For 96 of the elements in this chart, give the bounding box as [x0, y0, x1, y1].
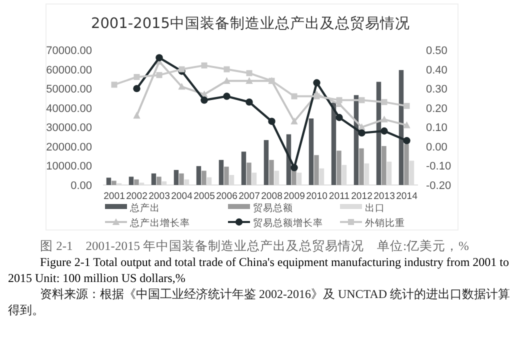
- point: [224, 66, 230, 72]
- x-tick-label: 2009: [284, 191, 305, 202]
- point: [201, 62, 208, 68]
- point: [358, 129, 366, 137]
- chart-title: 2001-2015中国装备制造业总产出及总贸易情况: [90, 15, 410, 32]
- point: [268, 118, 276, 125]
- point: [246, 70, 252, 76]
- legend-label: 贸易总额增长率: [253, 217, 323, 229]
- point: [178, 82, 186, 90]
- legend-label: 总产出增长率: [129, 217, 190, 229]
- legend-label: 贸易总额: [253, 202, 293, 214]
- bar: [179, 173, 184, 185]
- y-tick-label: 60000.00: [46, 64, 92, 76]
- x-tick-label: 2003: [148, 191, 170, 202]
- x-tick-label: 2013: [374, 191, 395, 202]
- bar: [128, 176, 134, 185]
- bar: [151, 173, 156, 185]
- x-tick-label: 2005: [194, 191, 215, 202]
- bar: [174, 170, 179, 185]
- y2-tick-label: -0.10: [426, 160, 452, 173]
- point: [200, 96, 208, 104]
- x-tick-label: 2011: [328, 191, 350, 202]
- point: [223, 77, 230, 84]
- point: [403, 137, 410, 144]
- y-tick-label: 0.00: [70, 180, 92, 192]
- point: [156, 72, 162, 78]
- x-tick-label: 2002: [126, 191, 148, 202]
- point: [403, 121, 410, 128]
- y2-tick-label: 0.30: [426, 84, 448, 96]
- bar: [398, 70, 404, 185]
- y-tick-label: 40000.00: [46, 102, 92, 115]
- bar: [336, 150, 342, 185]
- point: [246, 98, 253, 106]
- point: [336, 97, 342, 104]
- bar: [196, 166, 202, 185]
- bar: [264, 140, 269, 185]
- point: [156, 54, 163, 62]
- bar: [112, 180, 116, 185]
- point: [134, 74, 140, 80]
- x-tick-label: 2006: [216, 191, 238, 202]
- legend-label: 出口: [365, 202, 385, 214]
- point: [290, 118, 298, 124]
- text: 资料来源：根据《中国工业经济统计年鉴 2002-2016》及 UNCTAD 统计的进出口数据计算得到。: [7, 286, 512, 318]
- point: [381, 99, 388, 106]
- y2-tick-label: 0.50: [426, 45, 448, 57]
- point: [404, 102, 410, 109]
- y-tick-label: 70000.00: [46, 45, 92, 57]
- bar: [224, 166, 229, 185]
- bar: [404, 144, 409, 185]
- bar: [314, 155, 319, 185]
- bar: [331, 102, 336, 185]
- legend-label: 总产出: [129, 202, 160, 214]
- bar: [202, 170, 206, 185]
- x-tick-label: 2004: [171, 191, 194, 202]
- point: [380, 116, 388, 122]
- y-tick-label: 30000.00: [46, 122, 92, 134]
- point: [358, 97, 365, 104]
- y2-tick-label: 0.40: [426, 64, 448, 76]
- y-tick-label: 20000.00: [46, 141, 92, 154]
- x-tick-label: 2001: [104, 191, 125, 202]
- y-tick-label: 50000.00: [46, 84, 92, 96]
- point: [133, 112, 140, 119]
- x-tick-label: 2007: [238, 191, 260, 202]
- legend-label: 外销比重: [365, 217, 405, 229]
- point: [223, 92, 230, 100]
- point: [111, 82, 118, 88]
- caption: 图 2-1 2001-2015 年中国装备制造业总产出及总贸易情况 单位:亿美元，%: [39, 238, 470, 254]
- point: [178, 66, 185, 72]
- x-tick-label: 2012: [351, 191, 372, 202]
- x-tick-label: 2014: [396, 191, 418, 202]
- point: [313, 79, 320, 86]
- point: [133, 84, 140, 92]
- point: [290, 164, 298, 172]
- bar: [359, 148, 364, 185]
- y2-tick-label: 0.00: [426, 141, 448, 154]
- y2-tick-label: 0.10: [426, 122, 448, 134]
- bar: [156, 176, 162, 185]
- y2-tick-label: -0.20: [426, 180, 452, 192]
- point: [336, 114, 343, 122]
- point: [246, 77, 253, 84]
- y-tick-label: 10000.00: [46, 160, 92, 173]
- bar: [241, 152, 246, 185]
- y2-tick-label: 0.20: [426, 102, 448, 115]
- bar: [269, 160, 274, 185]
- point: [314, 93, 320, 100]
- point: [380, 127, 388, 135]
- bar: [246, 162, 252, 185]
- bar: [218, 160, 224, 185]
- bar: [134, 179, 139, 185]
- bar: [308, 118, 314, 185]
- point: [291, 93, 298, 100]
- bar: [106, 178, 112, 185]
- caption: Figure 2-1 Total output and total trade of China's equipment manufacturing industry from 2001 to 2015 Unit: 100 million US dollars,%: [7, 254, 510, 286]
- x-tick-label: 2008: [261, 191, 282, 202]
- x-tick-label: 2010: [306, 191, 328, 202]
- bar: [382, 146, 386, 185]
